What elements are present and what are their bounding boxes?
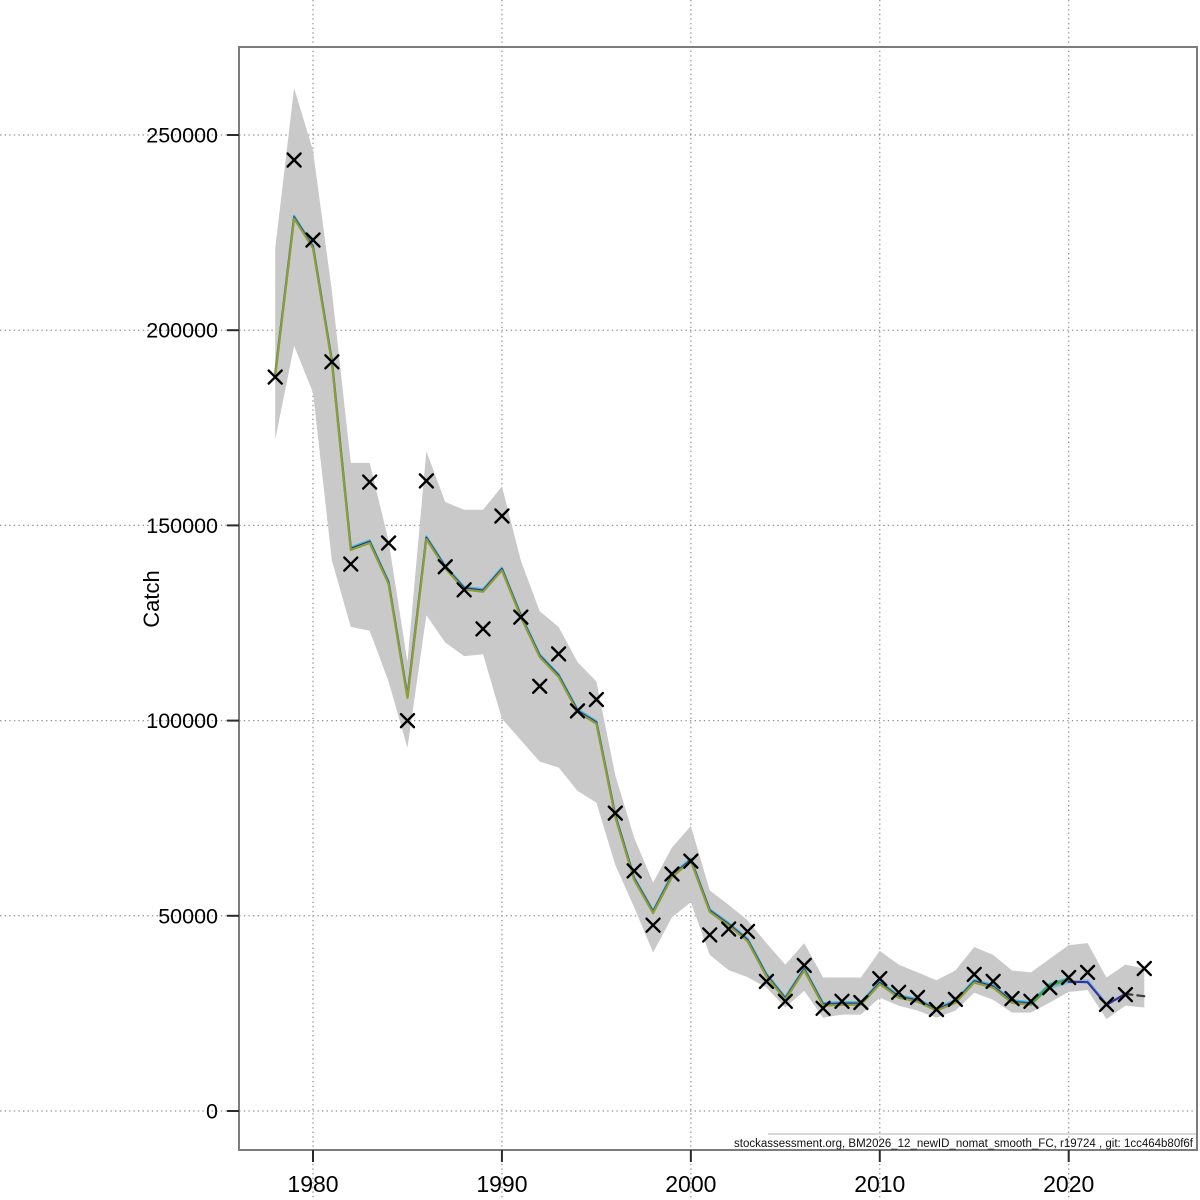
observation-x-marker bbox=[305, 232, 321, 248]
observation-x-marker bbox=[739, 923, 756, 940]
observation-x-marker bbox=[777, 993, 794, 1009]
observation-x-marker bbox=[456, 582, 472, 598]
observation-x-marker bbox=[758, 973, 775, 990]
observation-x-marker bbox=[343, 556, 359, 572]
observation-x-marker bbox=[361, 474, 378, 490]
y-tick-label: 200000 bbox=[146, 319, 218, 343]
observation-x-marker bbox=[286, 152, 302, 168]
observation-x-marker bbox=[418, 473, 435, 489]
observation-x-marker bbox=[475, 621, 491, 637]
y-tick-label: 0 bbox=[206, 1100, 218, 1124]
observation-x-marker bbox=[815, 1000, 831, 1017]
observation-x-marker bbox=[1117, 986, 1134, 1003]
observation-x-marker bbox=[588, 691, 605, 708]
y-tick-label: 100000 bbox=[146, 709, 218, 733]
observation-x-marker bbox=[645, 917, 661, 933]
y-tick-label: 50000 bbox=[158, 904, 218, 928]
observation-x-marker bbox=[1023, 993, 1039, 1009]
line-forecast bbox=[1124, 992, 1146, 998]
caption: stockassessment.org, BM2026_12_newID_nom… bbox=[734, 1138, 1194, 1150]
x-tick-label: 1980 bbox=[287, 1171, 338, 1197]
observation-x-marker bbox=[324, 354, 340, 370]
observation-x-marker bbox=[796, 957, 812, 974]
observation-x-marker bbox=[1079, 964, 1096, 981]
observation-x-marker bbox=[532, 678, 548, 694]
observation-x-marker bbox=[513, 609, 529, 625]
observation-x-marker bbox=[626, 863, 642, 879]
y-axis-title: Catch bbox=[139, 570, 164, 627]
observation-x-marker bbox=[569, 703, 586, 719]
observation-x-marker bbox=[1098, 996, 1115, 1013]
observation-x-marker bbox=[607, 805, 623, 821]
observation-x-marker bbox=[853, 994, 869, 1011]
observation-x-marker bbox=[909, 989, 926, 1006]
plot-border bbox=[238, 46, 1198, 1151]
y-tick-label: 250000 bbox=[146, 124, 218, 148]
x-tick-label: 1990 bbox=[476, 1171, 527, 1197]
observation-markers bbox=[267, 152, 1152, 1018]
observation-x-marker bbox=[1136, 960, 1152, 977]
confidence-band bbox=[275, 88, 1145, 1020]
x-tick-label: 2010 bbox=[854, 1171, 905, 1197]
observation-x-marker bbox=[928, 1001, 945, 1018]
observation-x-marker bbox=[1042, 979, 1058, 996]
observation-x-marker bbox=[890, 984, 907, 1001]
x-tick-label: 2000 bbox=[665, 1171, 716, 1197]
line-fit-navy bbox=[1067, 980, 1127, 1006]
observation-x-marker bbox=[267, 369, 283, 385]
observation-x-marker bbox=[683, 853, 699, 869]
observation-x-marker bbox=[1004, 990, 1020, 1007]
observation-x-marker bbox=[702, 927, 718, 943]
observation-x-marker bbox=[720, 921, 737, 937]
observation-x-marker bbox=[399, 712, 416, 729]
observation-x-marker bbox=[985, 973, 1001, 990]
observation-x-marker bbox=[494, 508, 510, 524]
x-tick-label: 2020 bbox=[1043, 1171, 1094, 1197]
observation-x-marker bbox=[872, 970, 888, 987]
observation-x-marker bbox=[1061, 969, 1077, 986]
axis-tick-labels: 0 50000 100000 150000 200000 250000 1980 1990 20… bbox=[146, 124, 1094, 1198]
axis-ticks bbox=[227, 134, 1070, 1162]
y-tick-label: 150000 bbox=[146, 514, 218, 538]
confidence-band-polygon bbox=[275, 88, 1145, 1020]
observation-x-marker bbox=[966, 966, 982, 983]
observation-x-marker bbox=[550, 646, 567, 662]
observation-x-marker bbox=[437, 559, 453, 575]
observation-x-marker bbox=[664, 866, 680, 882]
observation-x-marker bbox=[947, 991, 964, 1008]
line-fit-green bbox=[1029, 978, 1070, 1006]
observation-x-marker bbox=[834, 993, 850, 1009]
observation-x-marker bbox=[380, 535, 397, 551]
